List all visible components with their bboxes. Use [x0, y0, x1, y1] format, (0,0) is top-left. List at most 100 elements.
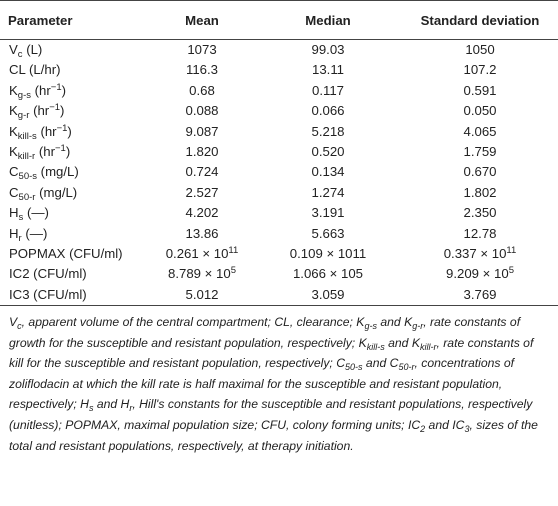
table-body: Vc (L) 1073 99.03 1050 CL (L/hr) 116.3 13.11 10… [0, 40, 558, 307]
cell-median-text: 1.274 [311, 184, 345, 200]
cell-median-text: 0.117 [311, 82, 345, 98]
footnote-text: IC [452, 417, 465, 432]
cell-mean-text: 0.088 [185, 103, 219, 119]
cell-median: 0.134 [254, 162, 402, 182]
header-median: Median [254, 0, 402, 40]
cell-mean-text: 0.724 [185, 164, 219, 180]
cell-parameter-subscript: 50-r [18, 191, 36, 203]
cell-parameter-subscript: g-s [17, 89, 31, 101]
footnote-text: , sizes of the total and resistant popul… [9, 417, 538, 453]
table-row: Kg-s (hr−1) 0.68 0.117 0.591 [0, 81, 558, 101]
cell-standard-deviation-text: 0.670 [463, 164, 497, 180]
header-standard-deviation: Standard deviation [402, 0, 558, 40]
cell-parameter-subscript: g-r [17, 110, 30, 122]
cell-mean: 4.202 [150, 203, 254, 223]
cell-parameter-rest: (—) [21, 225, 48, 241]
cell-standard-deviation: 1.802 [402, 183, 558, 203]
cell-parameter-base: H [9, 205, 19, 221]
cell-standard-deviation-base: 9.209 × 10 [446, 266, 509, 282]
footnote-subscript: s [88, 403, 94, 414]
cell-parameter: IC2 (CFU/ml) [0, 264, 150, 284]
cell-median: 5.663 [254, 224, 402, 244]
cell-median-text: 3.191 [311, 205, 345, 221]
footnote-subscript: 50-s [345, 362, 363, 373]
cell-median: 0.109 × 1011 [254, 244, 402, 264]
cell-median: 1.066 × 105 [254, 264, 402, 284]
cell-median-text: 3.059 [311, 286, 345, 302]
cell-parameter: Kkill-r (hr−1) [0, 142, 150, 162]
cell-mean: 116.3 [150, 60, 254, 80]
cell-mean-text: 5.012 [185, 286, 219, 302]
cell-parameter-base: C [9, 164, 19, 180]
cell-standard-deviation-superscript: 5 [508, 265, 514, 277]
cell-mean-text: 4.202 [185, 205, 219, 221]
header-mean: Mean [150, 0, 254, 40]
cell-parameter: Kg-r (hr−1) [0, 101, 150, 121]
table-row: IC3 (CFU/ml) 5.012 3.059 3.769 [0, 284, 558, 307]
cell-mean-text: 1073 [187, 42, 217, 57]
header-parameter: Parameter [0, 0, 150, 40]
footnote-text: K [411, 335, 420, 350]
table-row: Vc (L) 1073 99.03 1050 [0, 40, 558, 61]
cell-parameter: IC3 (CFU/ml) [0, 284, 150, 307]
cell-parameter-rest: (hr [36, 123, 57, 139]
footnote-text: K [404, 315, 413, 329]
footnote-text: H [120, 397, 130, 412]
cell-parameter-tail: ) [61, 82, 67, 98]
cell-standard-deviation-superscript: 11 [506, 245, 517, 257]
cell-standard-deviation-text: 2.350 [463, 205, 497, 221]
cell-parameter-base: K [9, 123, 18, 139]
footnote-subscript: 50-r [398, 362, 415, 373]
cell-standard-deviation-text: 1050 [465, 42, 495, 57]
table-row: C50-r (mg/L) 2.527 1.274 1.802 [0, 183, 558, 203]
cell-mean-text: 116.3 [185, 62, 219, 78]
cell-parameter-superscript: −1 [49, 102, 61, 114]
table-row: Hr (—) 13.86 5.663 12.78 [0, 224, 558, 244]
cell-mean-base: 8.789 × 10 [168, 266, 231, 282]
footnote-text: H [80, 397, 89, 412]
footnote-text: IC [407, 417, 421, 432]
cell-parameter-base: K [9, 144, 18, 160]
cell-parameter-base: IC3 (CFU/ml) [9, 286, 87, 302]
cell-parameter-base: IC2 (CFU/ml) [9, 266, 87, 282]
cell-median: 3.059 [254, 284, 402, 307]
footnote-subscript: 3 [464, 423, 470, 434]
footnote-text: V [9, 315, 18, 329]
cell-parameter-rest: (mg/L) [35, 184, 78, 200]
footnote-text: K [356, 315, 365, 329]
cell-mean-text: 0.68 [189, 82, 215, 98]
cell-parameter: POPMAX (CFU/ml) [0, 244, 150, 264]
cell-median: 5.218 [254, 122, 402, 142]
footnote-text: and [376, 315, 405, 329]
cell-mean: 0.68 [150, 81, 254, 101]
cell-parameter-tail: ) [60, 103, 65, 119]
cell-parameter-subscript: r [18, 232, 22, 244]
cell-standard-deviation-text: 3.769 [463, 286, 497, 302]
cell-parameter-superscript: −1 [50, 81, 62, 93]
cell-parameter: Hr (—) [0, 224, 150, 244]
cell-parameter-base: C [9, 184, 19, 200]
footnote-subscript: 2 [420, 423, 426, 434]
cell-standard-deviation-text: 0.591 [463, 82, 497, 98]
cell-standard-deviation-text: 0.050 [463, 103, 497, 119]
footnote-text: , apparent volume of the central compart… [21, 315, 357, 329]
cell-parameter-base: K [9, 103, 18, 119]
cell-parameter: CL (L/hr) [0, 60, 150, 80]
cell-parameter-base: K [9, 82, 18, 98]
cell-standard-deviation-text: 1.802 [463, 184, 497, 200]
table-row: POPMAX (CFU/ml) 0.261 × 1011 0.109 × 1011 0… [0, 244, 558, 264]
cell-standard-deviation: 107.2 [402, 60, 558, 80]
footnote-text: K [358, 335, 367, 350]
cell-median: 1.274 [254, 183, 402, 203]
cell-parameter-tail: ) [65, 144, 71, 160]
footnote-text: , Hill's constants for the susceptible a… [9, 397, 533, 432]
cell-parameter-rest: (hr [31, 82, 51, 98]
table-row: C50-s (mg/L) 0.724 0.134 0.670 [0, 162, 558, 182]
cell-median-text: 13.11 [311, 62, 345, 78]
cell-standard-deviation-text: 4.065 [463, 123, 497, 139]
cell-parameter: C50-r (mg/L) [0, 183, 150, 203]
parameter-table: Parameter Mean Median Standard deviation… [0, 0, 558, 307]
cell-standard-deviation-text: 12.78 [463, 225, 497, 241]
footnote-subscript: kill-r [419, 341, 437, 352]
cell-median-text: 5.218 [311, 123, 345, 139]
